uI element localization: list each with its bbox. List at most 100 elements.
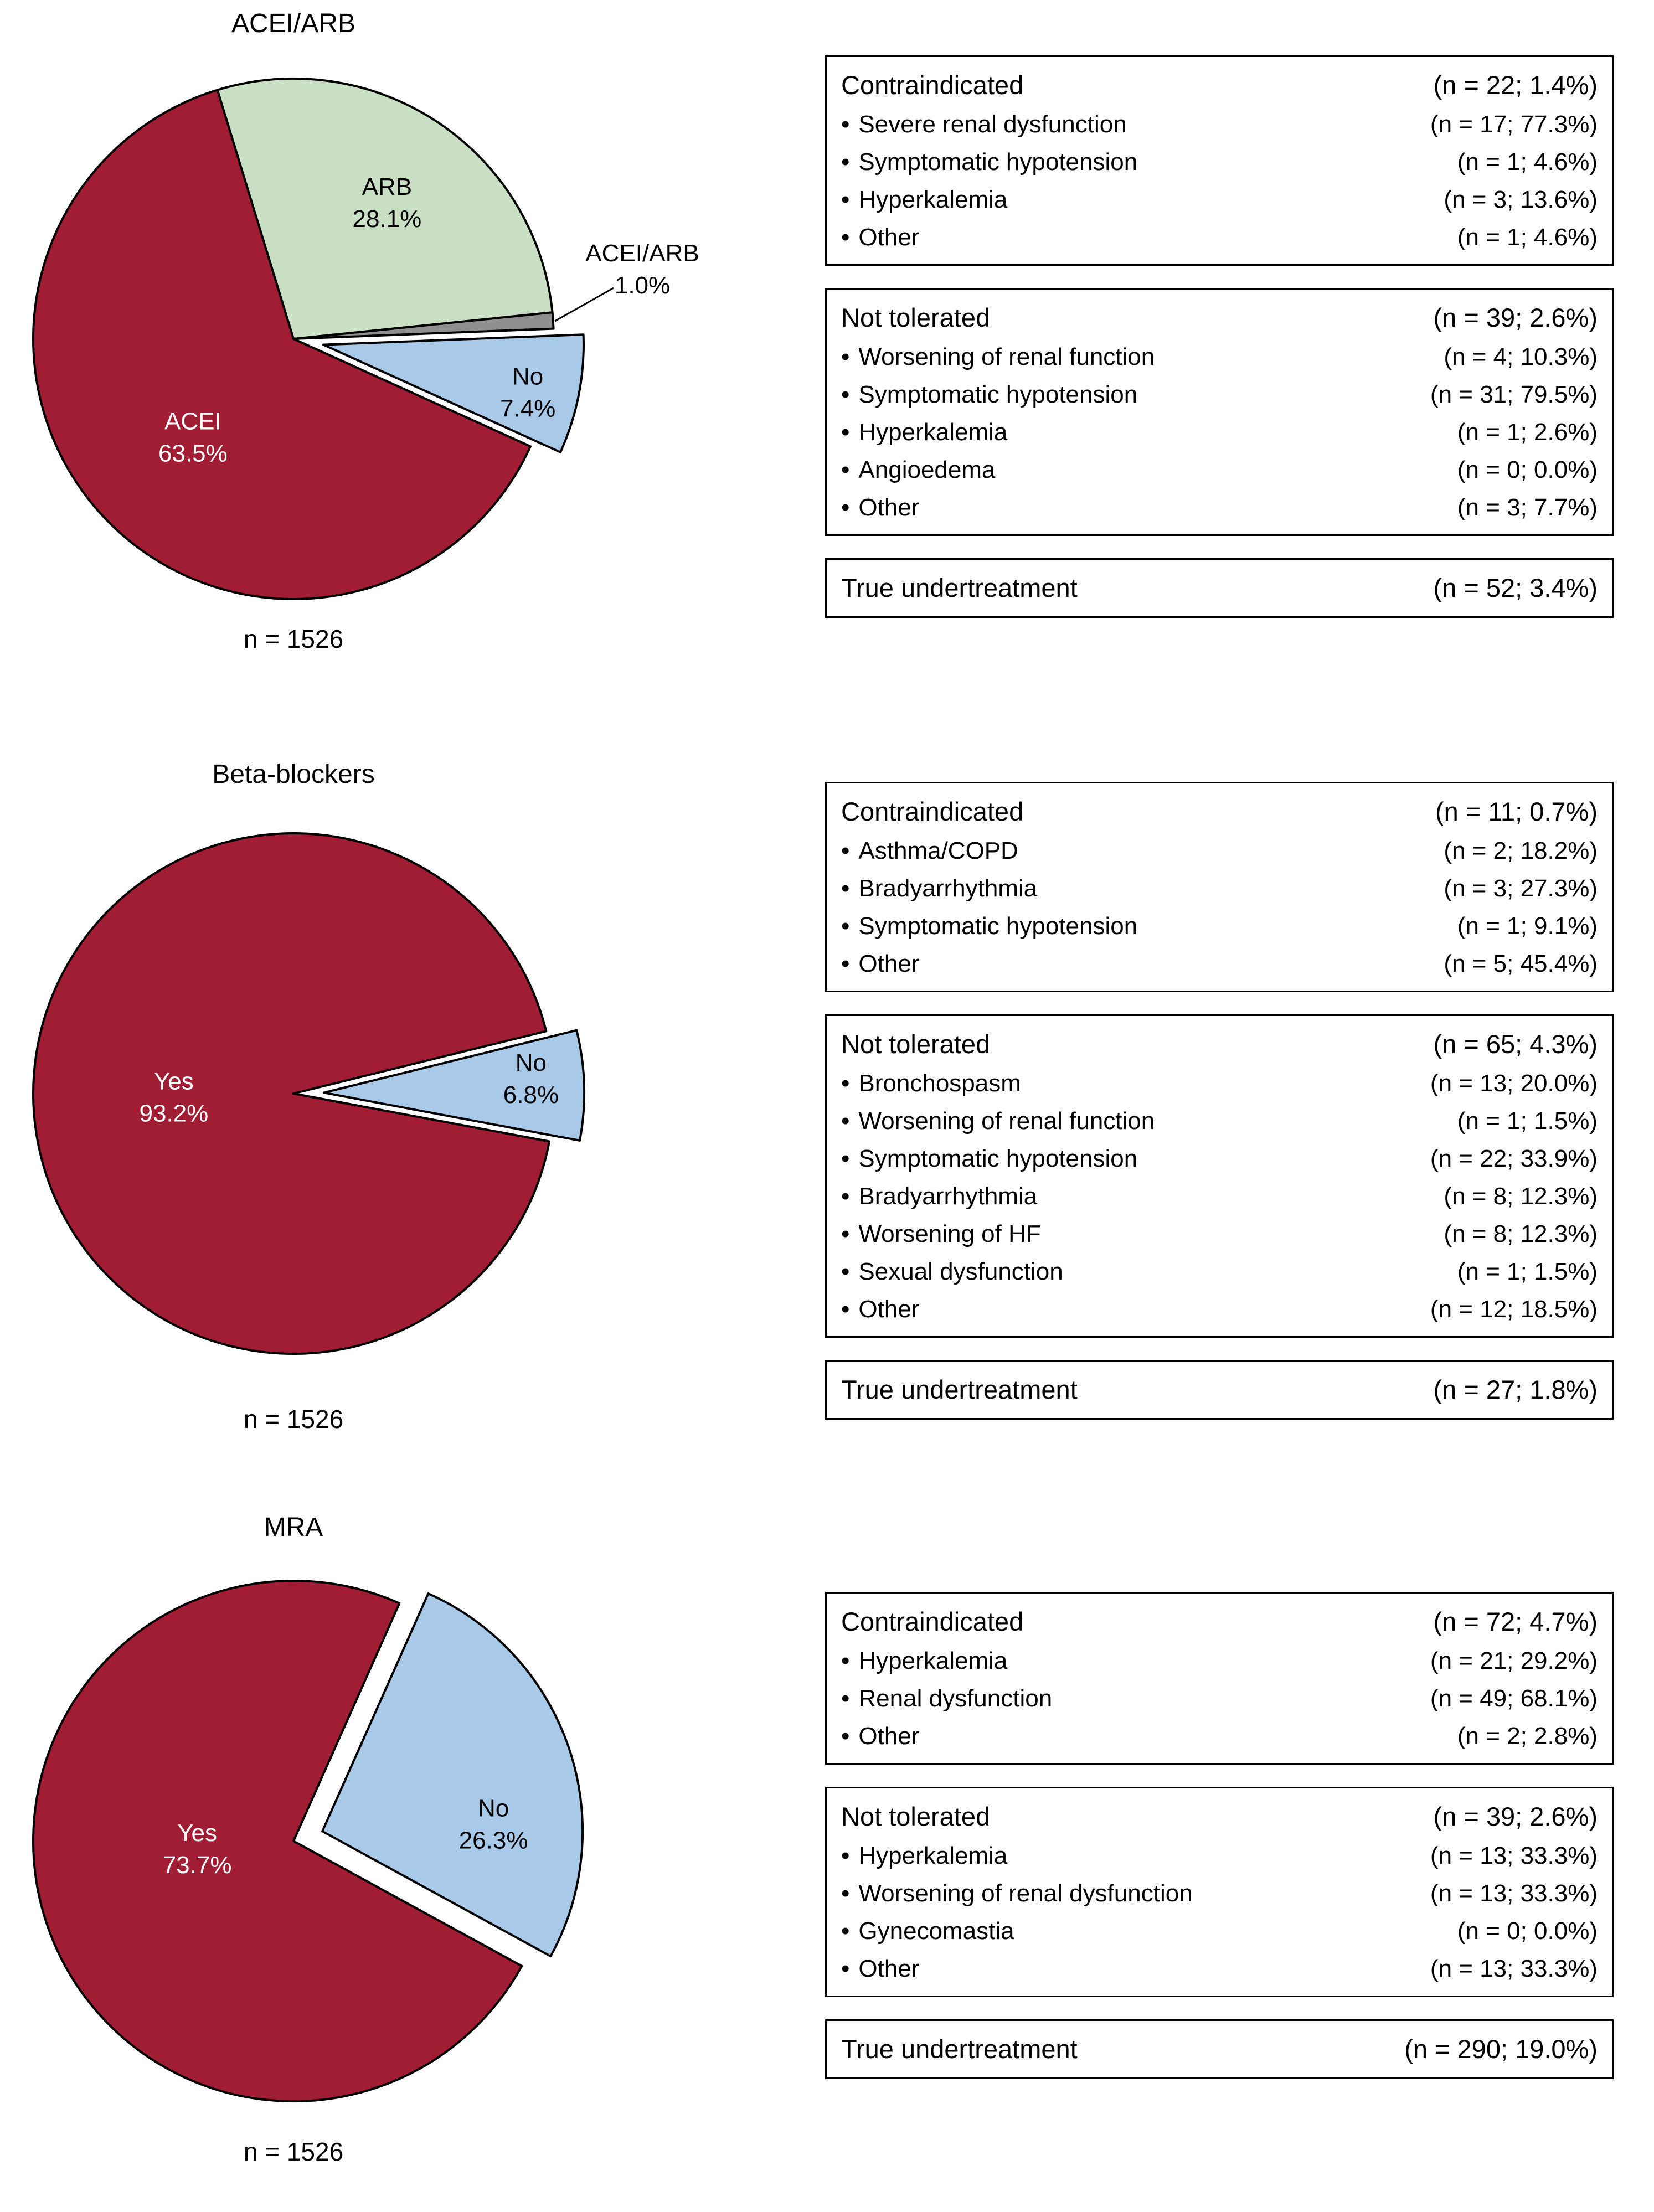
- stat-row: • Renal dysfunction (n = 49; 68.1%): [841, 1680, 1598, 1718]
- pie-slice-acei: [32, 89, 532, 600]
- bullet-icon: •: [841, 148, 850, 176]
- stat-table-title: True undertreatment: [841, 1375, 1078, 1404]
- stat-row-label: Other: [858, 950, 920, 977]
- stat-table-header: True undertreatment (n = 290; 19.0%): [841, 2029, 1598, 2070]
- stat-row-label: Gynecomastia: [858, 1917, 1014, 1945]
- stat-row-value: (n = 1; 9.1%): [1457, 912, 1598, 940]
- bullet-icon: •: [841, 1145, 850, 1172]
- stat-row: • Other (n = 5; 45.4%): [841, 945, 1598, 983]
- stat-table-total: (n = 290; 19.0%): [1404, 2034, 1598, 2064]
- stat-row-value: (n = 13; 33.3%): [1430, 1842, 1598, 1869]
- bullet-icon: •: [841, 1880, 850, 1907]
- stat-row-label: Worsening of renal function: [858, 343, 1155, 370]
- stat-row: • Other (n = 2; 2.8%): [841, 1718, 1598, 1755]
- stat-row-value: (n = 49; 68.1%): [1430, 1685, 1598, 1712]
- sample-size-label: n = 1526: [243, 2137, 344, 2166]
- stat-row-label: Renal dysfunction: [858, 1685, 1053, 1712]
- stat-table-total: (n = 65; 4.3%): [1433, 1029, 1598, 1059]
- stat-row: • Worsening of HF (n = 8; 12.3%): [841, 1215, 1598, 1253]
- stat-row-label: Hyperkalemia: [858, 186, 1008, 213]
- stat-row: • Hyperkalemia (n = 3; 13.6%): [841, 181, 1598, 219]
- stat-row: • Bronchospasm (n = 13; 20.0%): [841, 1065, 1598, 1102]
- stat-row-label: Worsening of renal function: [858, 1107, 1155, 1135]
- stat-row: • Other (n = 12; 18.5%): [841, 1291, 1598, 1328]
- stat-table-contraindicated: Contraindicated (n = 72; 4.7%) • Hyperkalem…: [825, 1592, 1614, 1765]
- stat-row-label: Other: [858, 224, 920, 251]
- slice-percent-text: 1.0%: [615, 272, 670, 299]
- pie-title: Beta-blockers: [212, 760, 375, 789]
- slice-name-text: Yes: [177, 1819, 217, 1847]
- stat-table-header: Not tolerated (n = 65; 4.3%): [841, 1024, 1598, 1065]
- stat-row: • Gynecomastia (n = 0; 0.0%): [841, 1912, 1598, 1950]
- pie-slice-label-acei-arb: ACEI/ARB 1.0%: [585, 240, 699, 299]
- bullet-icon: •: [841, 343, 850, 370]
- bullet-icon: •: [841, 1647, 850, 1674]
- stat-row: • Other (n = 3; 7.7%): [841, 489, 1598, 527]
- stat-table-not-tolerated: Not tolerated (n = 65; 4.3%) • Bronchospasm…: [825, 1014, 1614, 1338]
- stat-row-label: Bradyarrhythmia: [858, 875, 1038, 902]
- stat-row: • Worsening of renal dysfunction (n = 13; …: [841, 1875, 1598, 1912]
- stat-row-label: Other: [858, 1955, 920, 1982]
- stat-row-value: (n = 13; 33.3%): [1430, 1955, 1598, 1982]
- pie-slice-no: [322, 333, 585, 453]
- bullet-icon: •: [841, 1955, 850, 1982]
- stat-table-total: (n = 11; 0.7%): [1435, 797, 1598, 826]
- slice-percent-text: 28.1%: [353, 205, 422, 233]
- stat-row-value: (n = 1; 4.6%): [1457, 148, 1598, 176]
- bullet-icon: •: [841, 1296, 850, 1323]
- stat-tables: Contraindicated (n = 22; 1.4%) • Severe ren…: [825, 55, 1614, 618]
- bullet-icon: •: [841, 1258, 850, 1285]
- stat-row-label: Worsening of HF: [858, 1220, 1041, 1247]
- stat-row: • Symptomatic hypotension (n = 1; 4.6%): [841, 143, 1598, 181]
- stat-table-title: True undertreatment: [841, 573, 1078, 602]
- stat-table-total: (n = 39; 2.6%): [1433, 303, 1598, 332]
- stat-table-header: Contraindicated (n = 22; 1.4%): [841, 65, 1598, 106]
- stat-row: • Asthma/COPD (n = 2; 18.2%): [841, 832, 1598, 870]
- bullet-icon: •: [841, 1183, 850, 1210]
- stat-row-label: Sexual dysfunction: [858, 1258, 1063, 1285]
- stat-row-value: (n = 3; 27.3%): [1444, 875, 1598, 902]
- bullet-icon: •: [841, 1723, 850, 1750]
- stat-row-label: Symptomatic hypotension: [858, 1145, 1138, 1172]
- stat-table-title: Not tolerated: [841, 303, 991, 332]
- pie-chart-mra: Yes 73.7% No 26.3%: [32, 1580, 584, 2103]
- bullet-icon: •: [841, 1917, 850, 1945]
- bullet-icon: •: [841, 419, 850, 446]
- stat-row-label: Severe renal dysfunction: [858, 111, 1127, 138]
- stat-row-value: (n = 3; 7.7%): [1457, 494, 1598, 521]
- stat-table-header: Not tolerated (n = 39; 2.6%): [841, 1796, 1598, 1837]
- stat-row-value: (n = 1; 1.5%): [1457, 1258, 1598, 1285]
- stat-table-true-undertreatment: True undertreatment (n = 27; 1.8%): [825, 1360, 1614, 1420]
- slice-name-text: Yes: [154, 1068, 194, 1095]
- slice-name-text: ARB: [362, 173, 412, 200]
- stat-row-value: (n = 2; 2.8%): [1457, 1723, 1598, 1750]
- bullet-icon: •: [841, 111, 850, 138]
- pie-slice-yes: [32, 832, 550, 1355]
- stat-row: • Hyperkalemia (n = 1; 2.6%): [841, 414, 1598, 451]
- stat-row-label: Worsening of renal dysfunction: [858, 1880, 1193, 1907]
- pie-chart-beta-blockers: Yes 93.2% No 6.8%: [32, 832, 586, 1355]
- bullet-icon: •: [841, 837, 850, 864]
- stat-row: • Other (n = 1; 4.6%): [841, 219, 1598, 256]
- stat-row-value: (n = 1; 4.6%): [1457, 224, 1598, 251]
- bullet-icon: •: [841, 1685, 850, 1712]
- pie-slice-no: [323, 1029, 586, 1142]
- stat-row-label: Bronchospasm: [858, 1070, 1021, 1097]
- stat-row-value: (n = 0; 0.0%): [1457, 1917, 1598, 1945]
- bullet-icon: •: [841, 875, 850, 902]
- bullet-icon: •: [841, 1070, 850, 1097]
- stat-tables: Contraindicated (n = 72; 4.7%) • Hyperkalem…: [825, 1592, 1614, 2079]
- bullet-icon: •: [841, 186, 850, 213]
- sample-size-label: n = 1526: [243, 1405, 344, 1434]
- pie-title: ACEI/ARB: [231, 9, 356, 38]
- stat-table-header: True undertreatment (n = 27; 1.8%): [841, 1369, 1598, 1410]
- pie-slice-acei-arb: [292, 311, 555, 340]
- panel-beta-blockers: Beta-blockers Yes 93.2% No 6.8% n = 1526 Co…: [0, 736, 1654, 1489]
- panel-acei-arb: ACEI/ARB ARB 28.1% ACEI/ARB 1.0% No 7.4% ACEI 6…: [0, 0, 1654, 736]
- stat-row-value: (n = 8; 12.3%): [1444, 1183, 1598, 1210]
- slice-percent-text: 6.8%: [503, 1081, 559, 1108]
- stat-table-not-tolerated: Not tolerated (n = 39; 2.6%) • Hyperkalemia…: [825, 1787, 1614, 1997]
- stat-row-value: (n = 1; 2.6%): [1457, 419, 1598, 446]
- stat-row-label: Hyperkalemia: [858, 1647, 1008, 1674]
